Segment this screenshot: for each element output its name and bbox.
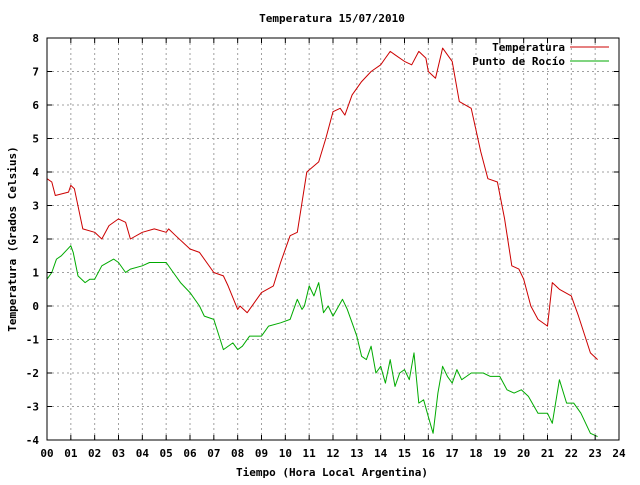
y-axis-label: Temperatura (Grados Celsius) xyxy=(6,146,19,331)
x-tick-label: 07 xyxy=(207,447,220,460)
x-tick-label: 03 xyxy=(112,447,125,460)
x-tick-label: 09 xyxy=(255,447,268,460)
x-tick-label: 15 xyxy=(398,447,411,460)
y-tick-label: 6 xyxy=(32,99,39,112)
y-tick-label: -3 xyxy=(26,401,39,414)
y-tick-label: -2 xyxy=(26,367,39,380)
x-tick-label: 04 xyxy=(136,447,150,460)
legend-label-1: Temperatura xyxy=(492,41,565,54)
y-tick-label: -4 xyxy=(26,434,40,447)
x-tick-label: 14 xyxy=(374,447,388,460)
x-tick-label: 11 xyxy=(303,447,317,460)
x-tick-label: 05 xyxy=(160,447,173,460)
x-tick-label: 23 xyxy=(589,447,602,460)
x-tick-label: 16 xyxy=(422,447,436,460)
x-axis-label: Tiempo (Hora Local Argentina) xyxy=(236,466,428,479)
axis-ticks: 00 01 02 03 04 05 06 07 08 09 10 11 12 13 14 15 16 17 18 19… xyxy=(26,32,626,460)
series-line-1 xyxy=(46,47,598,360)
x-tick-label: 12 xyxy=(326,447,339,460)
chart-title: Temperatura 15/07/2010 xyxy=(259,12,405,25)
grid-lines xyxy=(47,38,619,440)
x-tick-label: 13 xyxy=(350,447,363,460)
y-tick-label: 7 xyxy=(32,66,39,79)
series-line-2 xyxy=(46,245,598,438)
y-tick-label: 2 xyxy=(32,233,39,246)
y-tick-label: 4 xyxy=(32,166,39,179)
y-tick-label: 0 xyxy=(32,300,39,313)
series-lines xyxy=(46,47,598,438)
x-tick-label: 20 xyxy=(517,447,530,460)
x-tick-label: 01 xyxy=(64,447,78,460)
x-tick-label: 00 xyxy=(40,447,53,460)
y-tick-label: -1 xyxy=(26,334,40,347)
x-tick-label: 18 xyxy=(469,447,482,460)
y-tick-label: 8 xyxy=(32,32,39,45)
y-tick-label: 1 xyxy=(32,267,39,280)
x-tick-label: 08 xyxy=(231,447,244,460)
y-tick-label: 5 xyxy=(32,133,39,146)
legend-label-2: Punto de Rocío xyxy=(472,55,565,68)
x-tick-label: 19 xyxy=(493,447,506,460)
x-tick-label: 02 xyxy=(88,447,101,460)
x-tick-label: 10 xyxy=(279,447,292,460)
x-tick-label: 17 xyxy=(446,447,459,460)
x-tick-label: 22 xyxy=(565,447,578,460)
x-tick-label: 24 xyxy=(612,447,626,460)
y-tick-label: 3 xyxy=(32,200,39,213)
x-tick-label: 21 xyxy=(541,447,555,460)
x-tick-label: 06 xyxy=(183,447,197,460)
